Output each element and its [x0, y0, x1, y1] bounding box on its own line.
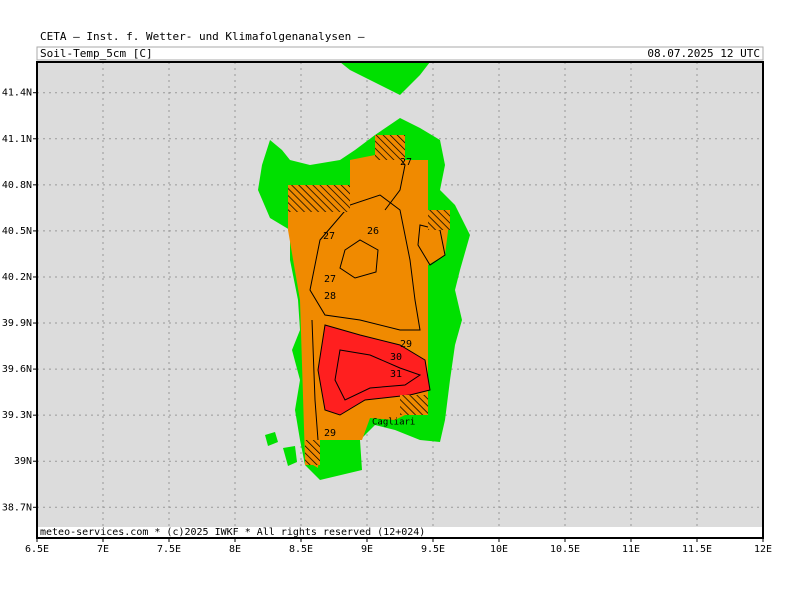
axes: 41.4N 41.1N 40.8N 40.5N 40.2N 39.9N 39.6N 39.3N…: [2, 88, 772, 555]
lon-label: 7E: [97, 544, 109, 555]
contour-label: 27: [323, 231, 335, 242]
lat-label: 40.5N: [2, 226, 32, 237]
lon-label: 9.5E: [421, 544, 445, 555]
map-frame: [36, 61, 764, 539]
lon-label: 8E: [229, 544, 241, 555]
parameter: Soil-Temp_5cm [C]: [40, 47, 153, 60]
city-label: Cagliari: [372, 418, 415, 428]
lon-label: 8.5E: [289, 544, 313, 555]
contour-label: 29: [400, 339, 412, 350]
contour-label: 26: [367, 226, 379, 237]
lat-label: 39N: [14, 456, 32, 467]
lon-label: 9E: [361, 544, 373, 555]
lat-label: 39.3N: [2, 410, 32, 421]
header-bar: [36, 46, 764, 61]
lat-label: 40.8N: [2, 180, 32, 191]
lon-label: 12E: [754, 544, 772, 555]
lat-label: 39.6N: [2, 364, 32, 375]
lon-label: 10E: [490, 544, 508, 555]
footer: meteo-services.com * (c)2025 IWKF * All …: [40, 527, 425, 538]
contour-label: 29: [324, 428, 336, 439]
temperature-field: [288, 135, 450, 468]
contour-label: 28: [324, 291, 336, 302]
lat-label: 41.1N: [2, 134, 32, 145]
contour-label: 30: [390, 352, 402, 363]
lat-label: 38.7N: [2, 502, 32, 513]
footer-bar: [37, 527, 763, 538]
lon-label: 6.5E: [25, 544, 49, 555]
valid-time: 08.07.2025 12 UTC: [647, 47, 760, 60]
contour-label: 27: [400, 157, 412, 168]
contour-labels: 27 26 27 27 28 29 30 31 29: [323, 157, 412, 439]
lat-label: 41.4N: [2, 88, 32, 99]
lon-label: 7.5E: [157, 544, 181, 555]
lat-label: 40.2N: [2, 272, 32, 283]
lon-label: 11E: [622, 544, 640, 555]
header-title: CETA — Inst. f. Wetter- und Klimafolgena…: [40, 30, 365, 43]
lat-label: 39.9N: [2, 318, 32, 329]
lon-label: 10.5E: [550, 544, 580, 555]
contour-label: 31: [390, 369, 402, 380]
lon-label: 11.5E: [682, 544, 712, 555]
contour-label: 27: [324, 274, 336, 285]
